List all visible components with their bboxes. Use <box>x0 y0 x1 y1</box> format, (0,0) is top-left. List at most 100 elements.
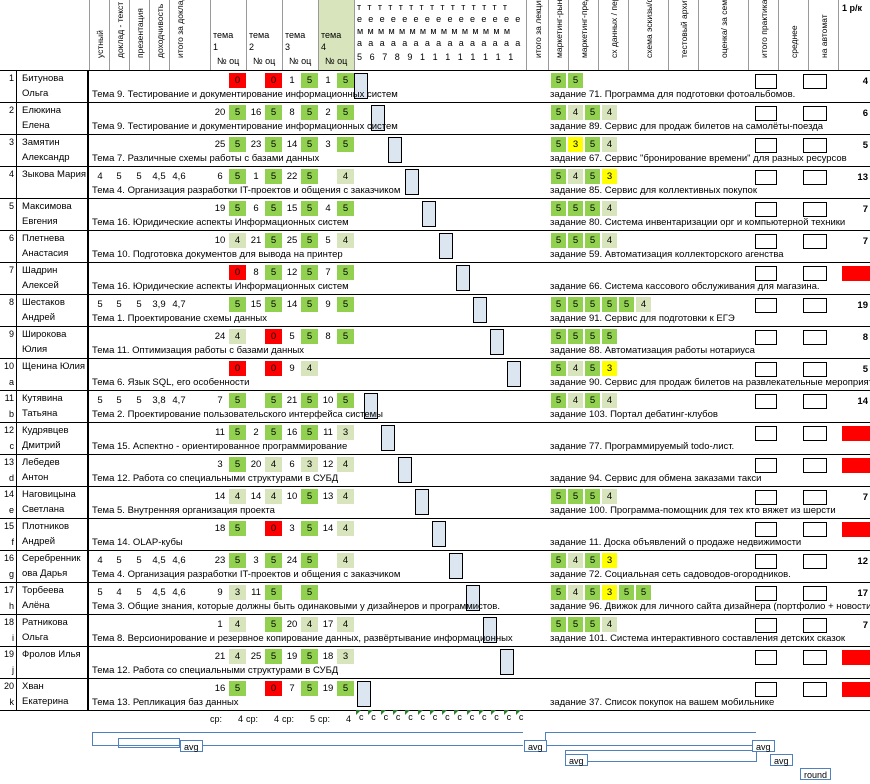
practice-grade[interactable]: 5 <box>551 297 566 312</box>
topic-grade[interactable]: 4 <box>337 233 354 248</box>
average-box[interactable] <box>755 426 777 441</box>
lecture-marker[interactable] <box>456 265 470 291</box>
topic-grade[interactable]: 0 <box>265 361 282 376</box>
oral-score[interactable]: 3,9 <box>152 299 166 310</box>
practice-grade[interactable]: 5 <box>585 137 600 152</box>
auto-box[interactable] <box>803 650 827 665</box>
practice-grade[interactable]: 5 <box>585 201 600 216</box>
topic-grade[interactable]: 5 <box>229 425 246 440</box>
average-box[interactable] <box>755 458 777 473</box>
topic-number[interactable]: 3 <box>289 523 295 534</box>
topic-grade[interactable]: 5 <box>229 393 246 408</box>
practice-grade[interactable]: 3 <box>602 361 617 376</box>
topic-number[interactable]: 25 <box>286 235 298 246</box>
topic-number[interactable]: 12 <box>286 267 298 278</box>
topic-grade[interactable]: 5 <box>301 329 318 344</box>
auto-box[interactable] <box>803 458 827 473</box>
topic-grade[interactable]: 5 <box>301 201 318 216</box>
topic-grade[interactable]: 3 <box>337 425 354 440</box>
practice-grade[interactable]: 5 <box>551 361 566 376</box>
lecture-marker[interactable] <box>415 489 429 515</box>
topic-number[interactable]: 16 <box>214 683 226 694</box>
student-name[interactable]: Торбеева Алёна <box>19 583 89 614</box>
oral-score[interactable]: 4 <box>116 587 122 598</box>
practice-grade[interactable]: 5 <box>585 361 600 376</box>
topic-grade[interactable]: 5 <box>229 553 246 568</box>
topic-number[interactable] <box>320 585 336 600</box>
student-name[interactable]: Плетнева Анастасия <box>19 231 89 262</box>
topic-grade[interactable] <box>337 585 354 600</box>
auto-box[interactable] <box>803 618 827 633</box>
topic-grade[interactable]: 5 <box>229 105 246 120</box>
practice-grade[interactable]: 4 <box>568 169 583 184</box>
oral-score[interactable]: 4,7 <box>172 299 186 310</box>
practice-grade[interactable]: 5 <box>551 105 566 120</box>
oral-score[interactable]: 4 <box>97 555 103 566</box>
topic-number[interactable]: 7 <box>217 395 223 406</box>
student-name[interactable]: Плотников Андрей <box>19 519 89 550</box>
topic-grade[interactable]: 5 <box>265 265 282 280</box>
topic-grade[interactable]: 5 <box>337 73 354 88</box>
oral-score[interactable]: 4,6 <box>172 555 186 566</box>
student-name[interactable]: Кутявина Татьяна <box>19 391 89 422</box>
practice-grade[interactable]: 5 <box>551 489 566 504</box>
topic-grade[interactable]: 5 <box>337 393 354 408</box>
topic-number[interactable]: 5 <box>289 331 295 342</box>
practice-grade[interactable]: 5 <box>568 297 583 312</box>
topic-number[interactable]: 25 <box>250 651 262 662</box>
lecture-marker[interactable] <box>357 681 371 707</box>
practice-grade[interactable]: 5 <box>568 73 583 88</box>
auto-box[interactable] <box>803 74 827 89</box>
topic-number[interactable]: 17 <box>322 619 334 630</box>
practice-grade[interactable]: 5 <box>551 617 566 632</box>
practice-grade[interactable]: 5 <box>568 489 583 504</box>
auto-box[interactable] <box>803 522 827 537</box>
avg-formula-4[interactable]: avg <box>752 740 775 752</box>
topic-number[interactable] <box>212 297 228 312</box>
header-report[interactable]: доклад - текст <box>109 0 129 70</box>
lecture-marker[interactable] <box>483 617 497 643</box>
topic-grade[interactable]: 5 <box>301 233 318 248</box>
lecture-marker[interactable] <box>432 521 446 547</box>
practice-grade[interactable]: 5 <box>602 297 617 312</box>
oral-score[interactable]: 5 <box>116 395 122 406</box>
student-name[interactable]: Ратникова Ольга <box>19 615 89 646</box>
topic-grade[interactable]: 0 <box>229 361 246 376</box>
topic-number[interactable] <box>212 361 228 376</box>
oral-score[interactable]: 5 <box>97 299 103 310</box>
average-box[interactable] <box>755 106 777 121</box>
topic-number[interactable]: 23 <box>214 555 226 566</box>
oral-score[interactable]: 5 <box>136 171 142 182</box>
topic-number[interactable]: 20 <box>250 459 262 470</box>
header-grade[interactable]: оценка/ за семестр (по отчетам) <box>698 0 748 70</box>
topic-number[interactable]: 6 <box>253 203 259 214</box>
topic-number[interactable]: 7 <box>325 267 331 278</box>
auto-box[interactable] <box>803 106 827 121</box>
practice-grade[interactable]: 5 <box>551 329 566 344</box>
round-formula[interactable]: round <box>800 768 832 780</box>
auto-box[interactable] <box>803 426 827 441</box>
average-box[interactable] <box>755 266 777 281</box>
student-name[interactable]: Замятин Александр <box>19 135 89 166</box>
auto-box[interactable] <box>803 682 827 697</box>
oral-score[interactable]: 5 <box>136 587 142 598</box>
topic-grade[interactable]: 5 <box>265 553 282 568</box>
topic-grade[interactable]: 4 <box>229 489 246 504</box>
auto-box[interactable] <box>803 586 827 601</box>
topic-number[interactable] <box>212 265 228 280</box>
topic-number[interactable]: 11 <box>323 427 333 438</box>
topic-number[interactable]: 14 <box>250 491 262 502</box>
practice-grade[interactable]: 5 <box>585 585 600 600</box>
student-name[interactable]: Наговицына Светлана <box>19 487 89 518</box>
practice-grade[interactable]: 5 <box>551 201 566 216</box>
header-total-practice[interactable]: итого практика <box>748 0 778 70</box>
topic-number[interactable]: 21 <box>214 651 226 662</box>
topic-grade[interactable]: 5 <box>301 649 318 664</box>
topic-grade[interactable]: 3 <box>337 649 354 664</box>
header-total-report[interactable]: итого за доклад <box>169 0 189 70</box>
topic-grade[interactable]: 5 <box>229 137 246 152</box>
practice-grade[interactable]: 4 <box>568 553 583 568</box>
auto-box[interactable] <box>803 298 827 313</box>
lecture-marker[interactable] <box>422 201 436 227</box>
oral-score[interactable]: 4,5 <box>152 171 166 182</box>
